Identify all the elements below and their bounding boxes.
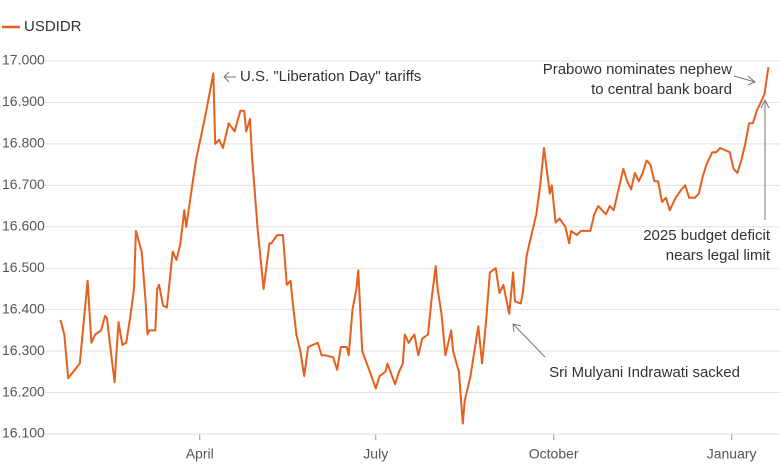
arrow <box>512 323 546 358</box>
chart-title: USDIDR <box>24 18 82 35</box>
x-tick-label: July <box>363 446 388 462</box>
y-tick-label: 16.600 <box>2 217 45 233</box>
y-tick-label: 16.300 <box>2 342 45 358</box>
annotation-arrows <box>223 71 770 358</box>
y-tick-label: 16.400 <box>2 300 45 316</box>
annotation: to central bank board <box>591 81 732 98</box>
annotation: U.S. "Liberation Day" tariffs <box>240 68 421 85</box>
y-tick-label: 16.800 <box>2 135 45 151</box>
y-tick-label: 16.900 <box>2 93 45 109</box>
y-tick-label: 16.100 <box>2 425 45 441</box>
annotation: 2025 budget deficit <box>643 227 771 244</box>
annotation: Sri Mulyani Indrawati sacked <box>549 364 740 381</box>
annotation: nears legal limit <box>666 247 771 264</box>
x-tick-label: January <box>707 446 757 462</box>
series-line <box>59 67 770 425</box>
arrow <box>223 71 236 83</box>
y-tick-label: 16.700 <box>2 176 45 192</box>
arrow <box>760 98 770 220</box>
y-tick-label: 16.500 <box>2 259 45 275</box>
y-tick-label: 16.200 <box>2 383 45 399</box>
annotation: Prabowo nominates nephew <box>543 61 732 78</box>
x-tick-label: April <box>186 446 214 462</box>
x-tick-label: October <box>529 446 579 462</box>
y-tick-label: 17.000 <box>2 52 45 68</box>
arrow <box>733 75 756 86</box>
